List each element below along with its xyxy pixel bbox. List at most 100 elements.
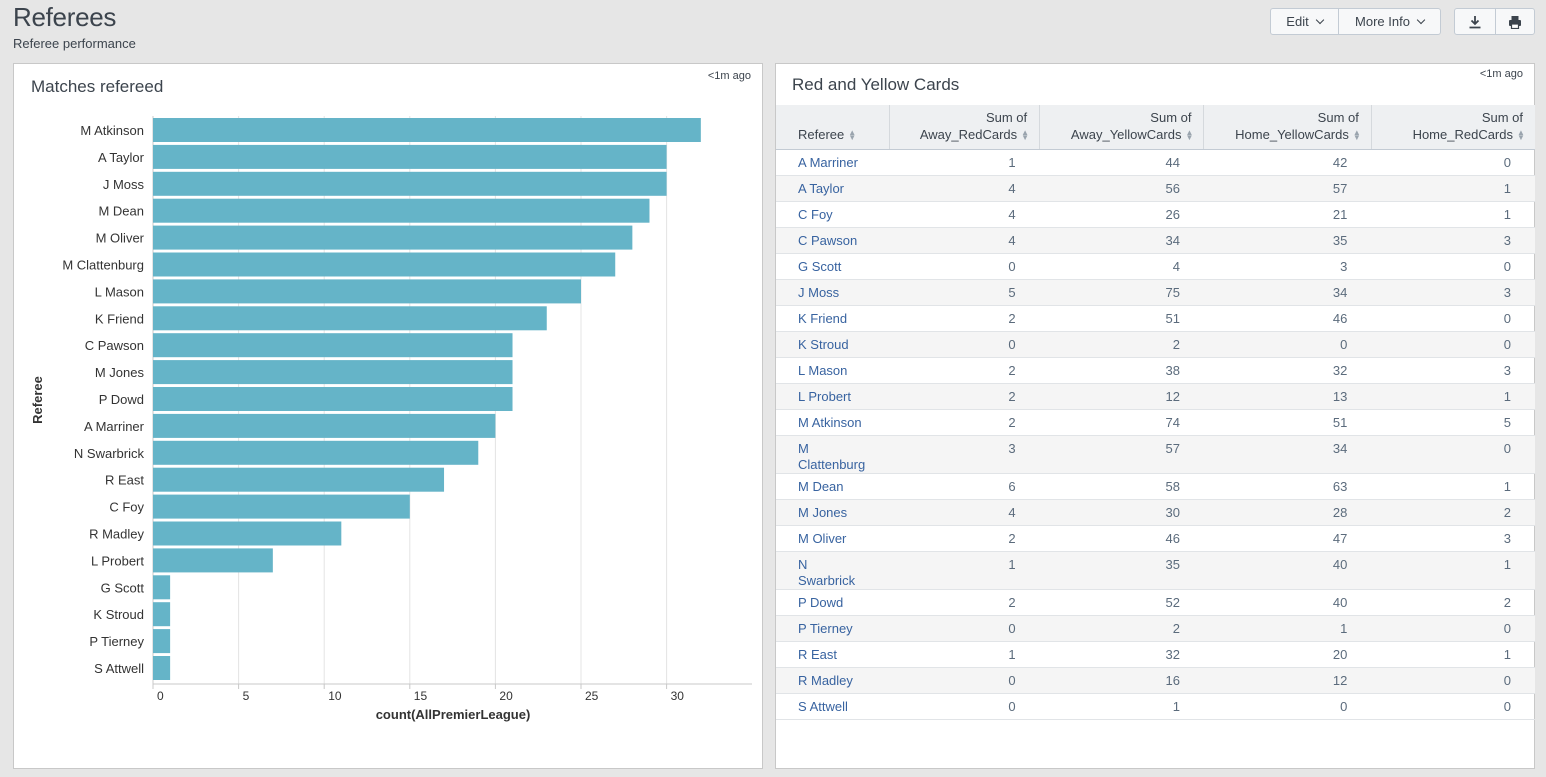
table-cell: 1 xyxy=(1371,175,1535,202)
bar xyxy=(153,629,171,654)
referee-link[interactable]: M Atkinson xyxy=(776,409,890,436)
column-header-label: Home_YellowCards xyxy=(1235,126,1349,142)
last-updated: <1m ago xyxy=(707,70,751,82)
table-row: L Probert 2 12 13 1 xyxy=(776,383,1535,410)
referee-link[interactable]: L Probert xyxy=(776,383,890,410)
table-cell: 3 xyxy=(1371,525,1535,552)
table-cell: 52 xyxy=(1039,589,1204,616)
referee-link[interactable]: A Marriner xyxy=(776,149,890,176)
chevron-down-icon xyxy=(1416,15,1426,24)
referee-link[interactable]: C Foy xyxy=(776,201,890,228)
table-row: A Taylor 4 56 57 1 xyxy=(776,175,1535,202)
table-cell: 2 xyxy=(889,357,1040,384)
table-cell: 2 xyxy=(889,409,1040,436)
table-cell: 51 xyxy=(1039,305,1204,332)
table-cell: 0 xyxy=(1371,615,1535,642)
bar xyxy=(153,440,479,465)
more-info-button[interactable]: More Info xyxy=(1338,9,1440,34)
column-header-line1: Sum of xyxy=(1150,109,1192,125)
bar xyxy=(153,333,513,358)
table-cell: 1 xyxy=(1371,383,1535,410)
bar xyxy=(153,602,171,627)
referee-link[interactable]: P Tierney xyxy=(776,615,890,642)
bar xyxy=(153,575,171,600)
sort-icon: ▲ ▼ xyxy=(1185,127,1194,142)
referee-link[interactable]: P Dowd xyxy=(776,589,890,616)
referee-link[interactable]: K Friend xyxy=(776,305,890,332)
table-cell: 13 xyxy=(1203,383,1372,410)
bar xyxy=(153,494,410,519)
bar xyxy=(153,656,171,680)
table-cell: 35 xyxy=(1039,551,1204,590)
table-cell: 63 xyxy=(1203,473,1372,500)
table-cell: 1 xyxy=(889,149,1040,176)
table-cell: 58 xyxy=(1039,473,1204,500)
edit-button[interactable]: Edit xyxy=(1271,9,1338,34)
referee-link[interactable]: A Taylor xyxy=(776,175,890,202)
bar xyxy=(153,467,445,492)
bar xyxy=(153,198,650,223)
table-cell: 74 xyxy=(1039,409,1204,436)
table-cell: 34 xyxy=(1203,435,1372,474)
print-button[interactable] xyxy=(1494,9,1535,34)
column-header-line1: Sum of xyxy=(1317,109,1359,125)
table-cell: 40 xyxy=(1203,551,1372,590)
column-header[interactable]: Sum of Away_YellowCards ▲ ▼ xyxy=(1039,105,1205,150)
referee-link[interactable]: C Pawson xyxy=(776,227,890,254)
table-cell: 20 xyxy=(1203,641,1372,668)
bar xyxy=(153,306,547,331)
referee-link[interactable]: J Moss xyxy=(776,279,890,306)
last-updated: <1m ago xyxy=(1479,68,1523,80)
column-header[interactable]: Sum of Home_YellowCards ▲ ▼ xyxy=(1203,105,1372,150)
referee-link[interactable]: M Clattenburg xyxy=(776,435,890,474)
edit-more-button-group: Edit More Info xyxy=(1270,8,1441,35)
matches-refereed-panel: Matches refereed <1m ago M Atkinson A Tay… xyxy=(13,63,763,769)
table-row: M Dean 6 58 63 1 xyxy=(776,473,1535,500)
panel-title: Matches refereed xyxy=(31,77,164,96)
table-row: C Pawson 4 34 35 3 xyxy=(776,227,1535,254)
referee-link[interactable]: R East xyxy=(776,641,890,668)
sort-icon: ▲ ▼ xyxy=(1517,127,1525,142)
table-cell: 34 xyxy=(1039,227,1204,254)
category-label: M Clattenburg xyxy=(62,258,144,273)
category-label: M Dean xyxy=(98,204,144,219)
table-body: A Marriner 1 44 42 0 A Taylor 4 56 57 1 C Foy 4 26 21… xyxy=(776,149,1535,720)
download-button[interactable] xyxy=(1455,9,1495,34)
referee-link[interactable]: M Jones xyxy=(776,499,890,526)
column-header-label: Away_YellowCards xyxy=(1070,126,1182,142)
referee-link[interactable]: K Stroud xyxy=(776,331,890,358)
column-header[interactable]: Sum of Away_RedCards ▲ ▼ xyxy=(889,105,1041,150)
referee-link[interactable]: G Scott xyxy=(776,253,890,280)
table-cell: 0 xyxy=(1371,331,1535,358)
table-cell: 1 xyxy=(1371,473,1535,500)
referee-link[interactable]: M Dean xyxy=(776,473,890,500)
y-axis-title: Referee xyxy=(30,376,45,424)
referee-link[interactable]: L Mason xyxy=(776,357,890,384)
column-header[interactable]: Referee ▲ ▼ xyxy=(776,105,890,150)
referee-link[interactable]: S Attwell xyxy=(776,693,890,720)
cards-table: Referee ▲ ▼ Sum of Away_RedCards ▲ ▼ Sum of Away… xyxy=(776,105,1535,720)
page-title: Referees xyxy=(13,2,117,32)
table-cell: 5 xyxy=(1371,409,1535,436)
referee-link[interactable]: N Swarbrick xyxy=(776,551,890,590)
table-cell: 51 xyxy=(1203,409,1372,436)
table-cell: 1 xyxy=(1203,615,1372,642)
category-label: P Tierney xyxy=(89,634,144,649)
table-cell: 0 xyxy=(1371,253,1535,280)
table-cell: 0 xyxy=(889,693,1040,720)
table-row: N Swarbrick 1 35 40 1 xyxy=(776,551,1535,590)
table-cell: 2 xyxy=(1371,589,1535,616)
column-header[interactable]: Sum of Home_RedCards ▲ ▼ xyxy=(1371,105,1535,150)
table-cell: 2 xyxy=(1371,499,1535,526)
category-label: L Mason xyxy=(95,284,144,299)
x-tick-label: 30 xyxy=(671,689,685,703)
table-cell: 47 xyxy=(1203,525,1372,552)
table-row: G Scott 0 4 3 0 xyxy=(776,253,1535,280)
table-cell: 4 xyxy=(889,227,1040,254)
table-cell: 26 xyxy=(1039,201,1204,228)
table-cell: 57 xyxy=(1039,435,1204,474)
referee-link[interactable]: M Oliver xyxy=(776,525,890,552)
table-cell: 35 xyxy=(1203,227,1372,254)
referee-link[interactable]: R Madley xyxy=(776,667,890,694)
table-cell: 0 xyxy=(889,253,1040,280)
